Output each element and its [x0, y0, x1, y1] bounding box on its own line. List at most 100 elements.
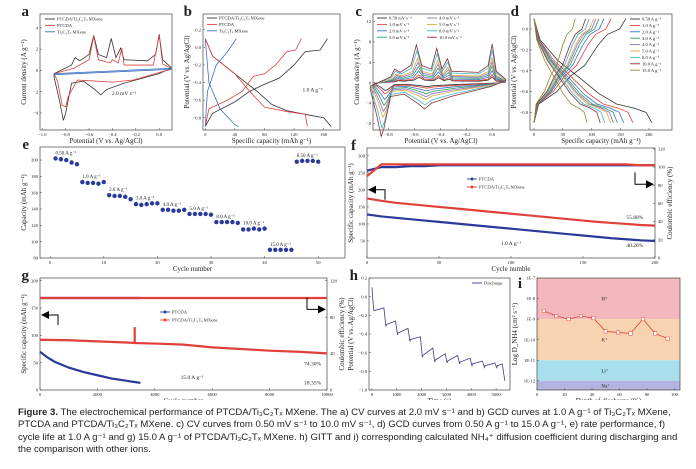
- y-tick-label: 1E-7: [526, 276, 536, 281]
- legend-label: 2.0 A g⁻¹: [642, 29, 660, 34]
- data-point: [139, 202, 144, 208]
- legend-entry: 1.0 A g⁻¹: [630, 23, 660, 28]
- data-point: [305, 158, 310, 164]
- y-tick-label: 1E-8: [526, 296, 536, 301]
- x-axis-label: Specific capacity (mAh g⁻¹): [561, 137, 641, 145]
- data-point: [262, 226, 267, 231]
- legend-entry: 10.0 A g⁻¹: [630, 61, 662, 66]
- panel-i: H⁺ K⁺ Li⁺ Na⁺ 0 20 40 60 80 100 1E-12 1E-11 1E-10 1E-…: [511, 276, 681, 400]
- x-tick-label: 1000: [392, 392, 402, 397]
- data-point: [278, 247, 283, 253]
- rate-label: 1.0 A g⁻¹: [82, 174, 101, 180]
- legend-entry: Ti₃C₂Tₓ MXene: [45, 29, 86, 34]
- x-tick-label: 5000: [492, 392, 502, 397]
- data-point: [144, 201, 149, 207]
- y-tick-label: −8: [366, 121, 372, 126]
- ion-band: [537, 278, 680, 320]
- annotation: 40.26%: [626, 243, 643, 249]
- x-tick-label: −0.6: [410, 132, 419, 137]
- rate-label: 2.0 A g⁻¹: [109, 187, 128, 193]
- x-tick-label: −1.0: [38, 132, 47, 137]
- x-tick-label: 80: [262, 132, 267, 137]
- y-axis-label: Potential (V vs. Ag/AgCl): [183, 35, 191, 109]
- series-line: [533, 18, 634, 123]
- series-line: [53, 35, 172, 108]
- legend-entry: 0.50 A g⁻¹: [630, 17, 662, 22]
- x-tick-label: 20: [155, 260, 160, 265]
- x-tick-label: 60: [617, 392, 622, 397]
- x-tick-label: 0: [204, 132, 207, 137]
- series-line: [204, 38, 308, 127]
- legend-entry: 4.0 A g⁻¹: [630, 42, 660, 47]
- panel-letter: i: [518, 276, 522, 292]
- data-point: [628, 331, 633, 336]
- data-point: [257, 227, 262, 232]
- y2-axis-label: Coulombic efficiency (%): [666, 166, 674, 240]
- ion-band-label: Li⁺: [601, 368, 608, 374]
- y-tick-label: 200: [31, 278, 39, 283]
- data-point: [315, 159, 321, 164]
- y-tick-label: 0: [36, 68, 39, 73]
- left-axis-arrow: [48, 314, 59, 325]
- x-tick-label: 80: [645, 392, 650, 397]
- series-line: [204, 38, 302, 127]
- data-point: [299, 158, 305, 164]
- data-point: [106, 192, 112, 198]
- y-tick-label: −1.0: [359, 388, 368, 393]
- x-axis-label: Cycle number: [173, 265, 213, 273]
- plot-frame: [372, 13, 510, 131]
- x-tick-label: 50: [316, 260, 321, 265]
- x-tick-label: 0: [366, 260, 369, 265]
- caption-label: Figure 3.: [18, 407, 58, 418]
- x-tick-label: 0: [536, 392, 539, 397]
- series-line: [533, 18, 612, 123]
- x-tick-label: −0.8: [384, 132, 393, 137]
- x-tick-label: 150: [580, 260, 588, 265]
- series-line: [533, 18, 606, 123]
- panel-d: 0 50 100 150 200 −0.8 −0.6 −0.4 −0.2 0.0 Specific …: [510, 4, 673, 145]
- legend-label: 10.0 A g⁻¹: [642, 61, 662, 66]
- legend-marker: [163, 310, 167, 314]
- y-axis-label: Potential (V vs. Ag/AgCl): [510, 35, 518, 109]
- figure-3-panels: −1.0 −0.8 −0.6 −0.4 −0.2 0.0 −4 −2 0 2 4 Potential …: [20, 4, 681, 400]
- legend-entry: 0.50 mV s⁻¹: [377, 16, 412, 21]
- ion-band: [537, 380, 680, 390]
- data-point: [246, 227, 251, 232]
- y-axis-label: Potential (V vs. Ag/AgCl): [347, 297, 355, 371]
- x-tick-label: 0: [371, 392, 374, 397]
- series-line: [533, 18, 600, 123]
- data-point: [74, 161, 80, 167]
- x-axis-label: Potential (V vs. Ag/AgCl): [405, 137, 479, 145]
- plot-frame: [529, 13, 673, 131]
- data-point: [251, 226, 257, 231]
- panel-letter: g: [22, 268, 30, 284]
- y-tick-label: 150: [358, 205, 366, 210]
- series-line: [53, 34, 172, 121]
- y-tick-label: 100: [31, 333, 39, 338]
- legend-label: 15.0 A g⁻¹: [642, 68, 662, 73]
- y2-tick-label: 0: [658, 256, 661, 261]
- y-tick-label: 4: [369, 60, 372, 65]
- legend-label: PTCDA: [57, 23, 73, 28]
- legend-label: 3.0 A g⁻¹: [642, 36, 660, 41]
- data-point: [230, 219, 235, 225]
- y-tick-label: 160: [31, 190, 39, 195]
- x-tick-label: 10000: [321, 392, 333, 397]
- legend-label: 0.50 mV s⁻¹: [389, 16, 412, 21]
- rate-label: 5.0 A g⁻¹: [190, 206, 209, 212]
- legend-label: 10.0 mV s⁻¹: [439, 35, 462, 40]
- series-line: [372, 60, 506, 113]
- y-tick-label: 0.0: [522, 27, 528, 32]
- panel-f: 0 50 100 150 200 50 100 150 200 250 300 0 20 40 60 80 10…: [347, 138, 674, 273]
- legend-entry: PTCDA/Ti₃C₂Tₓ MXene: [45, 17, 103, 22]
- panel-letter: e: [22, 137, 29, 153]
- x-tick-label: 2000: [93, 392, 103, 397]
- legend-label: 4.0 A g⁻¹: [642, 42, 660, 47]
- efficiency-line: [366, 164, 655, 172]
- x-tick-label: 0.0: [489, 132, 495, 137]
- legend-entry: 4.0 mV s⁻¹: [427, 16, 460, 21]
- series-line: [533, 18, 576, 123]
- ion-band: [537, 319, 680, 361]
- arrow-head-icon: [646, 180, 654, 189]
- panel-h: 0 1000 2000 3000 4000 5000 −1.0 −0.8 −0.6 −0.4 −0.…: [347, 268, 511, 400]
